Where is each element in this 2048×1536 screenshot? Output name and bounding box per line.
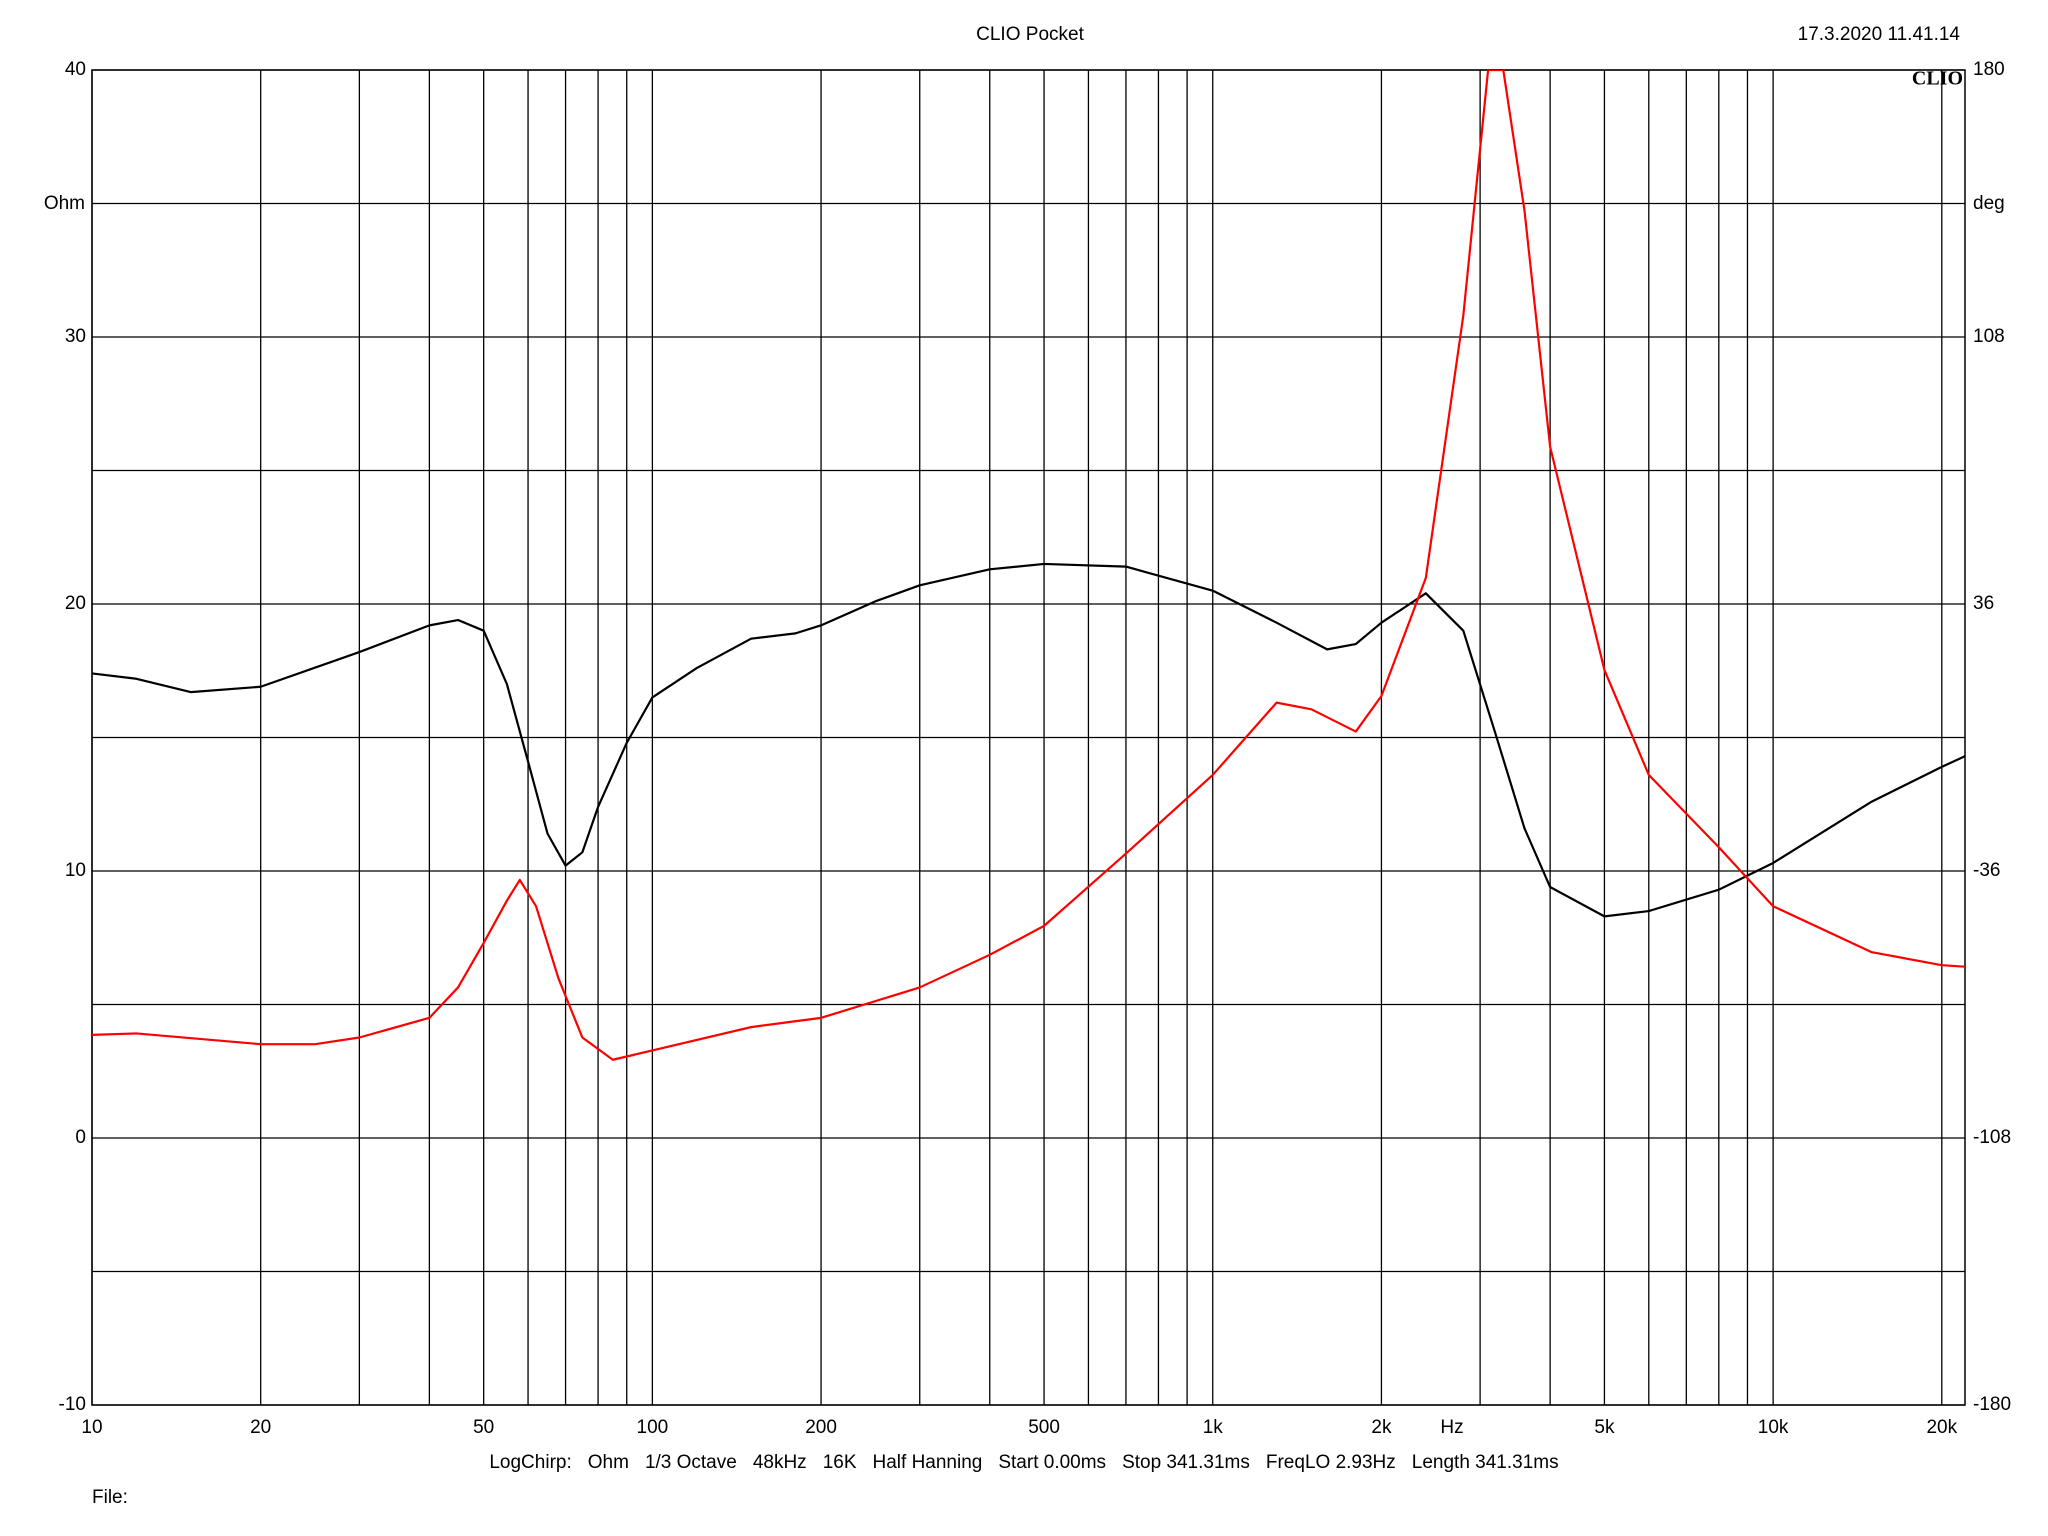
x-tick-label: 5k	[1594, 1417, 1615, 1438]
y-axis-label: Ohm	[44, 193, 85, 214]
footer-item: Start 0.00ms	[998, 1452, 1106, 1473]
footer-item: Stop 341.31ms	[1122, 1452, 1250, 1473]
y-tick-label: 10	[65, 860, 86, 881]
y2-tick-label: -180	[1973, 1394, 2011, 1415]
footer-item: 48kHz	[753, 1452, 807, 1473]
footer-item: LogChirp:	[489, 1452, 571, 1473]
footer-item: 16K	[823, 1452, 857, 1473]
y2-tick-label: 180	[1973, 59, 2005, 80]
y2-tick-label: 36	[1973, 593, 1994, 614]
y2-axis-label: deg	[1973, 193, 2005, 214]
timestamp: 17.3.2020 11.41.14	[1798, 24, 1961, 45]
logo: CLIO	[1912, 68, 1963, 90]
x-tick-label: 500	[1028, 1417, 1060, 1438]
y-tick-label: 20	[65, 593, 86, 614]
file-label: File:	[92, 1487, 128, 1508]
y2-tick-label: -108	[1973, 1127, 2011, 1148]
x-tick-label: 2k	[1371, 1417, 1392, 1438]
x-tick-label: 20k	[1926, 1417, 1957, 1438]
x-tick-label: 1k	[1203, 1417, 1224, 1438]
x-tick-label: 20	[250, 1417, 271, 1438]
footer-item: Half Hanning	[873, 1452, 983, 1473]
x-tick-label: 50	[473, 1417, 494, 1438]
series-line	[92, 70, 1965, 1061]
footer-item: Length 341.31ms	[1412, 1452, 1559, 1473]
footer-item: Ohm	[588, 1452, 629, 1473]
x-tick-label: 10k	[1758, 1417, 1789, 1438]
y2-tick-label: 108	[1973, 326, 2005, 347]
x-tick-label: 200	[805, 1417, 837, 1438]
y-tick-label: 30	[65, 326, 86, 347]
y2-tick-label: -36	[1973, 860, 2000, 881]
footer-item: 1/3 Octave	[645, 1452, 737, 1473]
y-tick-label: 40	[65, 59, 86, 80]
y-tick-label: -10	[59, 1394, 86, 1415]
chart-title: CLIO Pocket	[976, 24, 1084, 45]
x-axis-label: Hz	[1440, 1417, 1463, 1438]
footer-item: FreqLO 2.93Hz	[1266, 1452, 1396, 1473]
footer: LogChirp: Ohm 1/3 Octave 48kHz 16K Half Hanni…	[489, 1452, 1558, 1473]
y-tick-label: 0	[75, 1127, 86, 1148]
x-tick-label: 100	[637, 1417, 669, 1438]
x-tick-label: 10	[81, 1417, 102, 1438]
series-line	[92, 562, 1965, 918]
